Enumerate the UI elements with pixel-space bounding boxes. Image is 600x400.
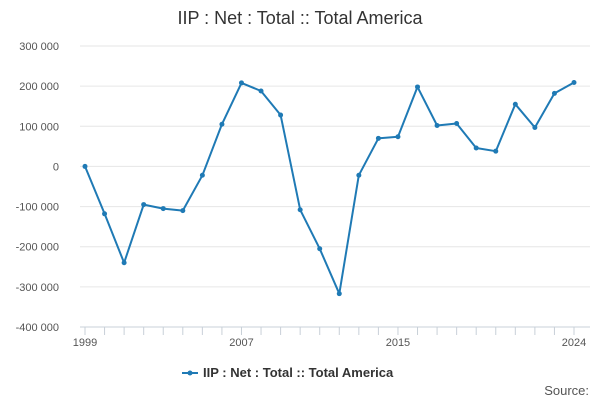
source-label: Source: [544, 383, 589, 398]
x-tick-label: 2007 [229, 337, 253, 349]
data-point [297, 207, 303, 213]
data-point [180, 208, 186, 214]
data-point [454, 120, 460, 126]
data-point [375, 135, 381, 141]
data-point [278, 112, 284, 118]
data-point [82, 163, 88, 169]
series-line [84, 81, 575, 295]
grid-lines [80, 45, 590, 288]
y-tick-label: -400 000 [16, 322, 59, 334]
data-point [493, 148, 499, 154]
x-tick-label: 2024 [562, 337, 586, 349]
y-tick-label: 100 000 [19, 121, 59, 133]
data-point [238, 80, 244, 86]
data-point [571, 80, 577, 86]
y-tick-label: -100 000 [16, 202, 59, 214]
data-point [121, 260, 127, 266]
data-point [219, 121, 225, 127]
x-tick-label: 1999 [73, 337, 97, 349]
data-point [258, 88, 264, 94]
data-point [141, 202, 147, 208]
y-tick-label: -200 000 [16, 242, 59, 254]
y-tick-label: 300 000 [19, 41, 59, 53]
legend[interactable]: IIP : Net : Total :: Total America [182, 365, 394, 380]
data-point [102, 211, 108, 217]
legend-dot-marker [187, 370, 193, 376]
data-point [415, 84, 421, 90]
data-point [512, 101, 518, 107]
x-tick-label: 2015 [386, 337, 410, 349]
data-point [395, 134, 401, 140]
x-axis: 1999 2007 2015 2024 [73, 326, 590, 349]
y-tick-label: 200 000 [19, 81, 59, 93]
chart-title: IIP : Net : Total :: Total America [177, 8, 423, 28]
y-tick-label: 0 [53, 161, 59, 173]
data-point [532, 124, 538, 130]
data-point [336, 291, 342, 297]
data-point [473, 145, 479, 151]
legend-series-label: IIP : Net : Total :: Total America [203, 365, 394, 380]
data-point [317, 246, 323, 252]
data-point [356, 172, 362, 178]
y-axis-ticks: 300 000 200 000 100 000 0 -100 000 -200 000 -3… [16, 41, 59, 334]
data-point [199, 172, 205, 178]
data-point [160, 206, 166, 212]
y-tick-label: -300 000 [16, 282, 59, 294]
data-point [551, 90, 557, 96]
data-point [434, 122, 440, 128]
series-layer [82, 80, 577, 297]
